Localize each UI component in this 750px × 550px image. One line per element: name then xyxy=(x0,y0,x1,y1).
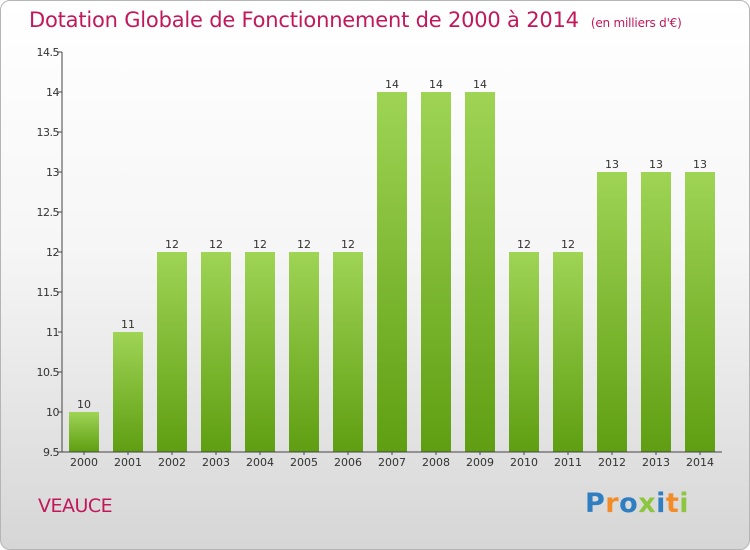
bar-value-label: 14 xyxy=(473,78,487,91)
logo-letter: t xyxy=(665,488,680,519)
axes-group: 2000 2001 2002 2003 2004 2005 2006 2007 2008 2009… xyxy=(37,46,722,469)
bar-value-label: 14 xyxy=(385,78,399,91)
y-tick-label: 11.5 xyxy=(37,286,60,299)
logo-letter: i xyxy=(656,488,666,519)
x-tick-label: 2008 xyxy=(422,456,450,469)
x-tick-label: 2000 xyxy=(70,456,98,469)
chart-title-text: Dotation Globale de Fonctionnement de 20… xyxy=(29,8,579,32)
bar-value-label: 13 xyxy=(605,158,619,171)
logo-letter: P xyxy=(585,488,606,519)
bar-value-label: 12 xyxy=(165,238,179,251)
bar-value-label: 12 xyxy=(253,238,267,251)
x-tick-label: 2004 xyxy=(246,456,274,469)
bar-value-label: 12 xyxy=(341,238,355,251)
y-tick-label: 13 xyxy=(46,166,59,179)
bar-2012 xyxy=(597,172,627,452)
bar-2013 xyxy=(641,172,671,452)
y-tick-label: 14.5 xyxy=(37,46,60,59)
y-tick-label: 12 xyxy=(46,246,59,259)
bar-2008 xyxy=(421,92,451,452)
y-tick-label: 12.5 xyxy=(37,206,60,219)
bar-2006 xyxy=(333,252,363,452)
x-tick-label: 2002 xyxy=(158,456,186,469)
x-tick-label: 2005 xyxy=(290,456,318,469)
x-tick-label: 2007 xyxy=(378,456,406,469)
bar-2005 xyxy=(289,252,319,452)
commune-name: VEAUCE xyxy=(38,495,113,517)
bar-2001 xyxy=(113,332,143,452)
bar-2010 xyxy=(509,252,539,452)
x-tick-label: 2009 xyxy=(466,456,494,469)
logo-letter: x xyxy=(638,488,657,519)
x-tick-label: 2013 xyxy=(642,456,670,469)
bar-value-label: 13 xyxy=(693,158,707,171)
x-tick-label: 2011 xyxy=(554,456,582,469)
bar-2007 xyxy=(377,92,407,452)
x-tick-label: 2010 xyxy=(510,456,538,469)
y-tick-label: 9.5 xyxy=(43,446,59,459)
x-tick-label: 2012 xyxy=(598,456,626,469)
chart-title: Dotation Globale de Fonctionnement de 20… xyxy=(29,8,682,32)
bar-value-label: 14 xyxy=(429,78,443,91)
bar-2003 xyxy=(201,252,231,452)
bar-2000 xyxy=(69,412,99,452)
y-tick-label: 10 xyxy=(46,406,59,419)
bar-2002 xyxy=(157,252,187,452)
proxiti-logo: Proxiti xyxy=(585,488,689,519)
chart-unit: (en milliers d'€) xyxy=(590,16,682,30)
y-tick-label: 11 xyxy=(46,326,59,339)
bar-value-label: 13 xyxy=(649,158,663,171)
bar-value-label: 10 xyxy=(77,398,91,411)
bar-value-label: 12 xyxy=(209,238,223,251)
bar-value-label: 12 xyxy=(561,238,575,251)
bar-2014 xyxy=(685,172,715,452)
x-tick-label: 2001 xyxy=(114,456,142,469)
logo-letter: r xyxy=(605,488,620,519)
bar-2009 xyxy=(465,92,495,452)
logo-letter: o xyxy=(619,488,639,519)
y-tick-label: 10.5 xyxy=(37,366,60,379)
bar-value-label: 12 xyxy=(517,238,531,251)
logo-letter: i xyxy=(679,488,690,519)
x-tick-label: 2006 xyxy=(334,456,362,469)
bars-group: 10 11 12 12 12 12 12 14 14 14 12 12 13 13 13 xyxy=(69,78,715,452)
y-tick-label: 14 xyxy=(46,86,59,99)
bar-2004 xyxy=(245,252,275,452)
bar-value-label: 12 xyxy=(297,238,311,251)
x-tick-label: 2014 xyxy=(686,456,714,469)
y-tick-label: 13.5 xyxy=(37,126,60,139)
bar-value-label: 11 xyxy=(121,318,135,331)
bar-2011 xyxy=(553,252,583,452)
x-tick-label: 2003 xyxy=(202,456,230,469)
